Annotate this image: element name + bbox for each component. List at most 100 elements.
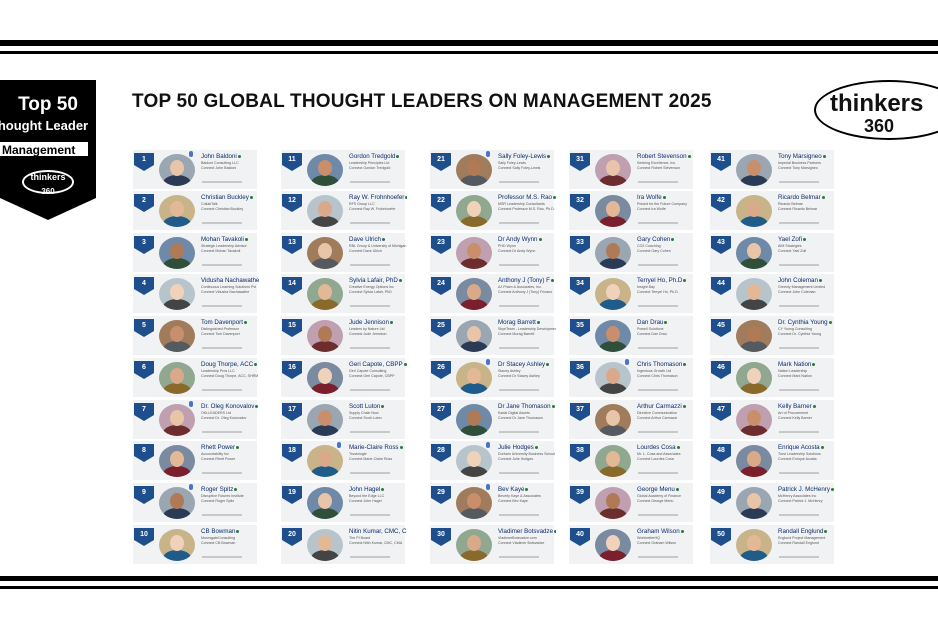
leader-card[interactable]: 18 Marie-Claire Ross Trustologie Connect Ma… [281,441,405,481]
leader-connect-link[interactable]: Connect Dr. Cynthia Young [778,332,822,336]
avatar[interactable] [456,320,492,352]
leader-connect-link[interactable]: Connect Tom Davenport [201,332,240,336]
avatar[interactable] [159,237,195,269]
avatar[interactable] [307,320,343,352]
leader-connect-link[interactable]: Connect Ricardo Belmar [778,207,818,211]
leader-connect-link[interactable]: Connect Scott Luton [349,416,382,420]
leader-connect-link[interactable]: Connect Julie Hodges [498,457,534,461]
avatar[interactable] [595,529,631,561]
leader-connect-link[interactable]: Connect Dr Stacey Ashley [498,374,540,378]
leader-name[interactable]: Terryel Ho, Ph.D [637,277,695,285]
leader-connect-link[interactable]: Connect Tony Marsigneo [778,166,818,170]
leader-card[interactable]: 28 Julie Hodges Durham University Business… [430,441,556,481]
leader-name[interactable]: Professor M.S. Rao [498,194,556,202]
leader-card[interactable]: 4 Vidusha Nachawathe Continuous Learning S… [133,274,259,314]
avatar[interactable] [307,362,343,394]
leader-card[interactable]: 37 Arthur Carmazzi Directive Communication… [569,400,693,440]
leader-connect-link[interactable]: Connect Geri Capote, CBPP [349,374,395,378]
leader-connect-link[interactable]: Connect Rhett Power [201,457,236,461]
leader-name[interactable]: John Hagel [349,486,407,494]
leader-connect-link[interactable]: Connect Sylvia Lafair, PhD [349,290,392,294]
avatar[interactable] [456,487,492,519]
avatar[interactable] [456,404,492,436]
leader-connect-link[interactable]: Connect Graham Wilson [637,541,677,545]
leader-name[interactable]: Ricardo Belmar [778,194,836,202]
leader-name[interactable]: Dr. Cynthia Young [778,319,836,327]
leader-card[interactable]: 14 Sylvia Lafair, PhD Creative Energy Opti… [281,274,405,314]
avatar[interactable] [307,529,343,561]
leader-card[interactable]: 49 Patrick J. McHenry McHenry Associates I… [710,483,834,523]
leader-connect-link[interactable]: Connect Christian Buckley [201,207,244,211]
leader-card[interactable]: 40 Graham Wilson WorkbetterHQ Connect Graha… [569,525,693,565]
leader-connect-link[interactable]: Connect Ira Wolfe [637,207,666,211]
leader-name[interactable]: Randall Englund [778,528,836,536]
leader-name[interactable]: Yael Zofi [778,236,836,244]
leader-card[interactable]: 33 Gary Cohen CO2 Coaching Connect Gary Coh… [569,233,693,273]
avatar[interactable] [595,404,631,436]
leader-connect-link[interactable]: Connect Chris Thomason [637,374,678,378]
leader-name[interactable]: CB Bowman [201,528,259,536]
avatar[interactable] [595,278,631,310]
leader-connect-link[interactable]: Connect Gary Cohen [637,249,671,253]
avatar[interactable] [595,237,631,269]
avatar[interactable] [736,404,772,436]
leader-name[interactable]: John Baldoni [201,153,259,161]
leader-card[interactable]: 32 Ira Wolfe Poised for the Future Company… [569,191,693,231]
leader-name[interactable]: Gordon Tredgold [349,153,407,161]
leader-connect-link[interactable]: Connect CB Bowman [201,541,236,545]
leader-name[interactable]: Scott Luton [349,403,407,411]
leader-card[interactable]: 19 John Hagel Beyond the Edge LLC Connect J… [281,483,405,523]
leader-connect-link[interactable]: Connect Yael Zofi [778,249,807,253]
leader-card[interactable]: 50 Randall Englund Englund Project Managem… [710,525,834,565]
avatar[interactable] [595,154,631,186]
leader-name[interactable]: Bev Kaye [498,486,556,494]
avatar[interactable] [456,237,492,269]
avatar[interactable] [159,154,195,186]
leader-card[interactable]: 24 Anthony J (Tony) F AJ Pham & Associates… [430,274,554,314]
avatar[interactable] [456,445,492,477]
leader-name[interactable]: Enrique Acosta [778,444,836,452]
avatar[interactable] [456,278,492,310]
leader-card[interactable]: 47 Kelly Barner Art of Procurement Connect … [710,400,834,440]
avatar[interactable] [159,362,195,394]
leader-name[interactable]: Sally Foley-Lewis [498,153,556,161]
leader-card[interactable]: 26 Dr Stacey Ashley Stacey Ashley Connect D… [430,358,554,398]
leader-connect-link[interactable]: Connect Lourdes Cosa [637,457,674,461]
leader-card[interactable]: 17 Scott Luton Supply Chain Now Connect Sco… [281,400,405,440]
leader-card[interactable]: 48 Enrique Acosta Trust Leadership Solutio… [710,441,834,481]
leader-card[interactable]: 38 Lourdes Cosa Mr. L. Cosa and Associates… [569,441,693,481]
leader-name[interactable]: Anthony J (Tony) F [498,277,556,285]
leader-name[interactable]: Tony Marsigneo [778,153,836,161]
leader-name[interactable]: Roger Spitz [201,486,259,494]
leader-name[interactable]: Nitin Kumar, CMC, C [349,528,407,536]
leader-name[interactable]: Morag Barrett [498,319,556,327]
avatar[interactable] [159,404,195,436]
leader-connect-link[interactable]: Connect Dave Ulrich [349,249,382,253]
avatar[interactable] [736,154,772,186]
leader-name[interactable]: Vidusha Nachawathe [201,277,259,285]
leader-connect-link[interactable]: Connect John Baldoni [201,166,237,170]
leader-name[interactable]: Robert Stevenson [637,153,695,161]
leader-name[interactable]: Ray W. Frohnhoefer [349,194,407,202]
leader-card[interactable]: 39 George Menu Global Academy of Finance Co… [569,483,693,523]
avatar[interactable] [307,278,343,310]
avatar[interactable] [307,195,343,227]
leader-card[interactable]: 36 Chris Thomason Ingenious Growth Ltd Conn… [569,358,693,398]
leader-connect-link[interactable]: Connect Mohan Tavakoli [201,249,241,253]
avatar[interactable] [736,445,772,477]
leader-connect-link[interactable]: Connect George Menu [637,499,674,503]
leader-name[interactable]: Dr. Oleg Konovalov [201,403,259,411]
avatar[interactable] [595,487,631,519]
leader-card[interactable]: 15 Jude Jennison Leaders by Nature Ltd Conn… [281,316,405,356]
avatar[interactable] [736,362,772,394]
leader-card[interactable]: 21 Sally Foley-Lewis Sally Foley-Lewis Conn… [430,150,554,190]
avatar[interactable] [736,487,772,519]
leader-connect-link[interactable]: Connect John Hagel [349,499,382,503]
leader-card[interactable]: 9 Roger Spitz Disruptive Futures Institute… [133,483,257,523]
leader-connect-link[interactable]: Connect Enrique Acosta [778,457,817,461]
leader-connect-link[interactable]: Connect Gordon Tredgold [349,166,391,170]
leader-card[interactable]: 16 Geri Capote, CBPP Geri Capote Consultin… [281,358,407,398]
leader-card[interactable]: 13 Dave Ulrich RBL Group & University of M… [281,233,406,273]
leader-name[interactable]: Julie Hodges [498,444,556,452]
leader-name[interactable]: Gary Cohen [637,236,695,244]
